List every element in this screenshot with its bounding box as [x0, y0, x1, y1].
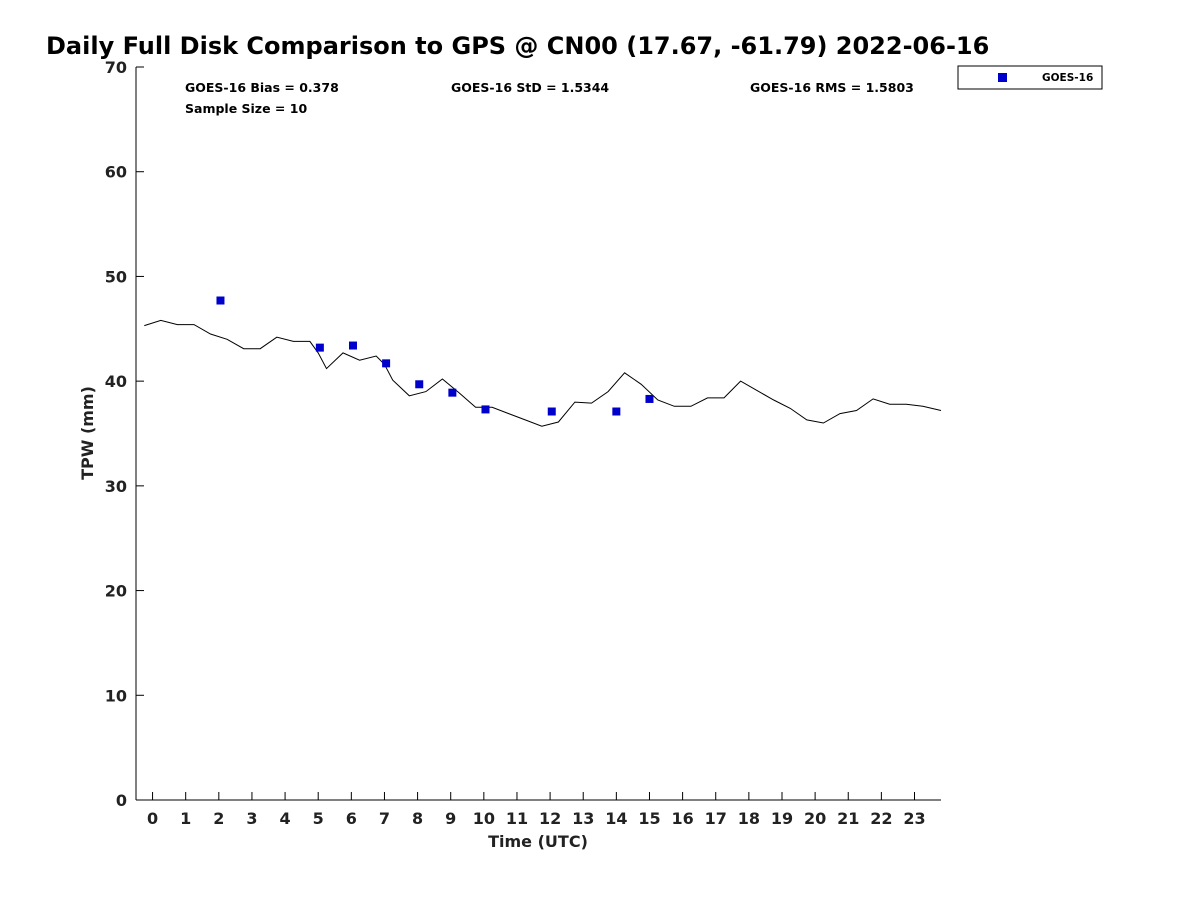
- goes16-point: [645, 394, 654, 403]
- x-tick-label: 8: [412, 809, 423, 828]
- x-axis-label: Time (UTC): [488, 832, 588, 851]
- x-tick-label: 4: [280, 809, 291, 828]
- x-tick-label: 11: [506, 809, 528, 828]
- x-tick-label: 14: [605, 809, 627, 828]
- legend-marker-goes16: [998, 73, 1007, 82]
- x-tick-label: 21: [837, 809, 859, 828]
- goes16-point: [315, 343, 324, 352]
- y-tick-label: 30: [105, 477, 127, 496]
- y-tick-label: 0: [116, 791, 127, 810]
- annotation-rms: GOES-16 RMS = 1.5803: [750, 80, 914, 95]
- x-tick-label: 23: [903, 809, 925, 828]
- x-tick-label: 0: [147, 809, 158, 828]
- y-ticks: 0 10 20 30 40 50 60 70: [105, 58, 144, 810]
- y-tick-label: 70: [105, 58, 127, 77]
- x-ticks: 0 1 2 3 4 5 6 7 8 9 10 11 12 13 14 15 16 17 18 19 20 21 22 23: [147, 792, 926, 828]
- x-tick-label: 9: [445, 809, 456, 828]
- y-tick-label: 40: [105, 372, 127, 391]
- x-tick-label: 7: [379, 809, 390, 828]
- series-layer: [144, 296, 942, 427]
- goes16-point: [547, 407, 556, 416]
- x-tick-label: 19: [771, 809, 793, 828]
- x-tick-label: 2: [213, 809, 224, 828]
- y-tick-label: 10: [105, 686, 127, 705]
- x-tick-label: 6: [346, 809, 357, 828]
- y-tick-label: 20: [105, 582, 127, 601]
- y-axis-label: TPW (mm): [78, 386, 97, 480]
- x-tick-label: 17: [705, 809, 727, 828]
- x-tick-label: 10: [473, 809, 495, 828]
- x-tick-label: 20: [804, 809, 826, 828]
- x-tick-label: 5: [313, 809, 324, 828]
- x-tick-label: 15: [638, 809, 660, 828]
- chart-title: Daily Full Disk Comparison to GPS @ CN00…: [46, 32, 989, 60]
- goes16-point: [348, 341, 357, 350]
- x-tick-label: 22: [870, 809, 892, 828]
- goes16-point: [481, 405, 490, 414]
- legend: GOES-16: [957, 65, 1103, 90]
- goes16-point: [612, 407, 621, 416]
- goes16-point: [448, 388, 457, 397]
- goes16-point: [415, 380, 424, 389]
- gps-tpw-line: [144, 319, 942, 427]
- annotation-std: GOES-16 StD = 1.5344: [451, 80, 609, 95]
- x-tick-label: 16: [671, 809, 693, 828]
- annotation-bias: GOES-16 Bias = 0.378: [185, 80, 339, 95]
- x-tick-label: 3: [246, 809, 257, 828]
- legend-label-goes16: GOES-16: [1042, 72, 1093, 84]
- goes16-point: [216, 296, 225, 305]
- y-tick-label: 50: [105, 267, 127, 286]
- x-tick-label: 13: [572, 809, 594, 828]
- y-tick-label: 60: [105, 163, 127, 182]
- x-tick-label: 1: [180, 809, 191, 828]
- goes16-point: [382, 359, 391, 368]
- legend-box: [957, 65, 1103, 90]
- x-tick-label: 18: [738, 809, 760, 828]
- x-tick-label: 12: [539, 809, 561, 828]
- annotation-sample-size: Sample Size = 10: [185, 101, 307, 116]
